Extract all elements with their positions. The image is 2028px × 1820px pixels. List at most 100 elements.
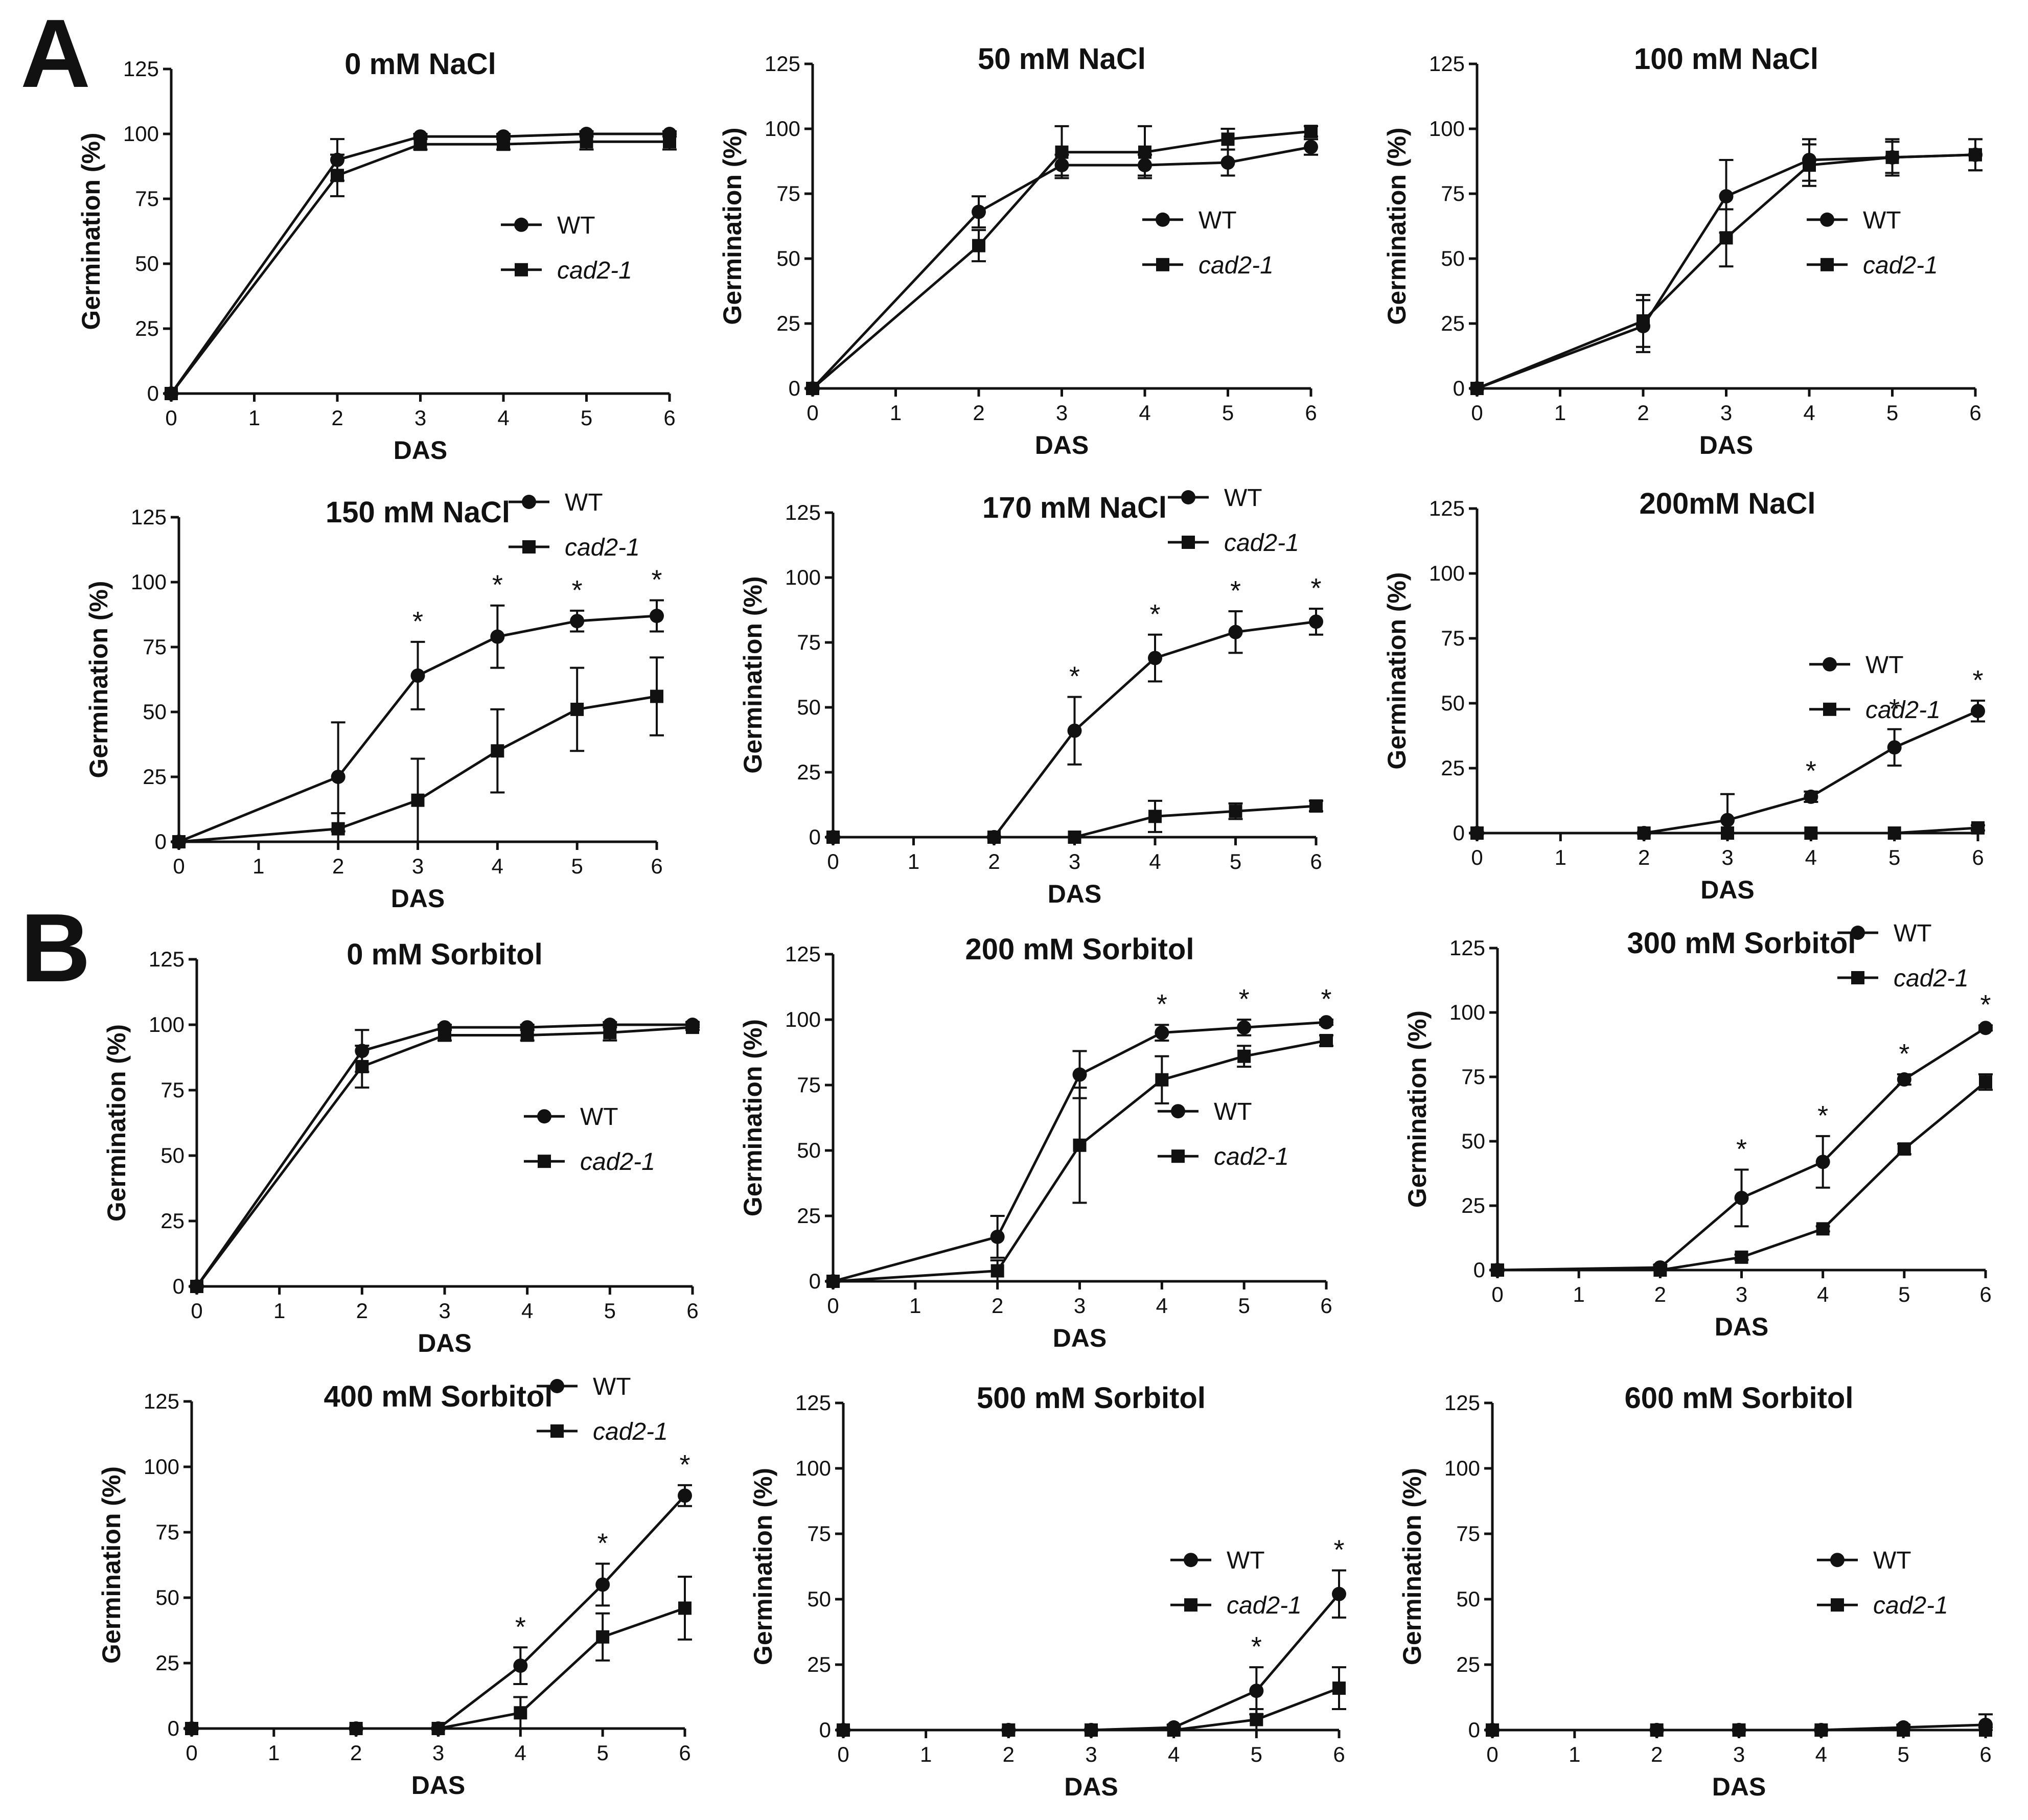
series-line bbox=[178, 614, 657, 843]
data-point-circle bbox=[1971, 704, 1985, 719]
y-tick-label: 0 bbox=[155, 830, 167, 854]
data-point-square bbox=[1814, 1723, 1828, 1737]
chart-title: 100 mM NaCl bbox=[1634, 42, 1818, 76]
y-tick-label: 125 bbox=[785, 942, 821, 966]
legend-label: WT bbox=[565, 489, 603, 516]
legend-marker-circle bbox=[1171, 1104, 1185, 1119]
panel-letter-b: B bbox=[20, 894, 90, 1002]
data-point-circle bbox=[570, 614, 585, 629]
data-point-square bbox=[1969, 148, 1982, 162]
series-wt bbox=[185, 1484, 692, 1736]
data-point-square bbox=[1637, 314, 1650, 328]
y-tick-label: 50 bbox=[160, 1143, 185, 1167]
x-tick-label: 5 bbox=[604, 1299, 616, 1323]
legend: WT cad2-1 bbox=[1142, 207, 1274, 279]
x-tick-label: 6 bbox=[663, 406, 675, 430]
legend-marker-square bbox=[1171, 1149, 1185, 1163]
data-point-circle bbox=[1228, 625, 1243, 639]
x-tick-label: 2 bbox=[331, 406, 343, 430]
data-point-circle bbox=[1067, 723, 1082, 738]
x-tick-label: 4 bbox=[1803, 401, 1815, 425]
x-axis-label: DAS bbox=[1699, 431, 1754, 459]
series-cad2-1 bbox=[172, 656, 664, 848]
x-tick-label: 0 bbox=[806, 401, 818, 425]
y-tick-label: 50 bbox=[797, 695, 821, 719]
y-axis-label: Germination (%) bbox=[102, 1024, 131, 1222]
legend-marker-circle bbox=[537, 1109, 551, 1124]
legend: WT cad2-1 bbox=[1170, 1547, 1302, 1619]
series-cad2-1 bbox=[1486, 1723, 1993, 1737]
legend-marker-circle bbox=[514, 217, 528, 232]
x-axis-label: DAS bbox=[411, 1771, 466, 1800]
data-point-square bbox=[1979, 1723, 1992, 1737]
y-tick-label: 75 bbox=[797, 630, 821, 654]
data-point-square bbox=[411, 793, 425, 807]
chart-title: 50 mM NaCl bbox=[978, 42, 1146, 76]
x-tick-label: 3 bbox=[1069, 849, 1080, 873]
data-point-circle bbox=[990, 1229, 1005, 1244]
data-point-circle bbox=[1309, 614, 1323, 629]
y-tick-label: 25 bbox=[143, 765, 167, 789]
legend: WT cad2-1 bbox=[537, 1373, 668, 1445]
legend-label: WT bbox=[580, 1103, 618, 1131]
y-tick-label: 75 bbox=[155, 1520, 179, 1544]
legend-marker-circle bbox=[1181, 490, 1195, 504]
data-point-circle bbox=[1332, 1586, 1346, 1601]
y-tick-label: 0 bbox=[789, 376, 800, 400]
x-tick-label: 5 bbox=[1238, 1294, 1250, 1318]
y-tick-label: 0 bbox=[819, 1718, 831, 1742]
legend: WT cad2-1 bbox=[501, 212, 632, 284]
y-axis-label: Germination (%) bbox=[1398, 1468, 1426, 1665]
data-point-square bbox=[580, 135, 593, 149]
data-point-square bbox=[987, 831, 1001, 844]
x-tick-label: 1 bbox=[248, 406, 260, 430]
x-tick-label: 0 bbox=[191, 1299, 202, 1323]
series-cad2-1 bbox=[190, 1021, 700, 1293]
legend-label: cad2-1 bbox=[1214, 1143, 1289, 1170]
y-axis-label: Germination (%) bbox=[77, 132, 105, 330]
x-tick-label: 0 bbox=[1486, 1742, 1498, 1766]
data-point-square bbox=[1221, 132, 1235, 146]
x-tick-label: 4 bbox=[1815, 1742, 1827, 1766]
y-tick-label: 100 bbox=[785, 565, 821, 589]
x-tick-label: 1 bbox=[1569, 1742, 1580, 1766]
data-point-circle bbox=[1720, 813, 1735, 827]
panel-letter-a: A bbox=[20, 0, 90, 108]
series-cad2-1 bbox=[1470, 138, 1983, 395]
x-tick-label: 6 bbox=[651, 854, 662, 878]
data-point-square bbox=[1735, 1250, 1748, 1264]
legend-label: WT bbox=[593, 1373, 631, 1400]
y-tick-label: 25 bbox=[807, 1652, 831, 1676]
x-tick-label: 2 bbox=[1651, 1742, 1663, 1766]
x-tick-label: 1 bbox=[268, 1741, 280, 1765]
y-tick-label: 75 bbox=[135, 187, 159, 211]
x-tick-label: 3 bbox=[1085, 1742, 1097, 1766]
data-point-circle bbox=[595, 1577, 610, 1592]
data-point-square bbox=[438, 1028, 451, 1042]
y-tick-label: 25 bbox=[160, 1209, 185, 1233]
x-tick-label: 5 bbox=[1230, 849, 1241, 873]
y-tick-label: 0 bbox=[1453, 821, 1465, 845]
chart-5: 170 mM NaCl 0 25 50 75 100 125 0 1 2 3 4 5 6 DAS Germin… bbox=[739, 485, 1323, 908]
data-point-square bbox=[190, 1280, 203, 1293]
x-tick-label: 4 bbox=[515, 1741, 526, 1765]
significance-star: * bbox=[1239, 984, 1250, 1015]
y-axis-label: Germination (%) bbox=[1382, 572, 1411, 769]
legend-label: cad2-1 bbox=[593, 1418, 668, 1445]
x-tick-label: 5 bbox=[1898, 1282, 1910, 1306]
y-tick-label: 50 bbox=[807, 1587, 831, 1611]
y-tick-label: 0 bbox=[809, 825, 821, 849]
x-tick-label: 0 bbox=[165, 406, 177, 430]
y-tick-label: 25 bbox=[1441, 756, 1465, 780]
series-line bbox=[812, 146, 1311, 389]
x-tick-label: 2 bbox=[350, 1741, 362, 1765]
data-point-square bbox=[413, 137, 427, 151]
chart-4: 150 mM NaCl 0 25 50 75 100 125 0 1 2 3 4 5 6 DAS Germin… bbox=[84, 489, 664, 913]
data-point-square bbox=[349, 1722, 363, 1735]
y-tick-label: 25 bbox=[1441, 311, 1465, 335]
chart-6: 200mM NaCl 0 25 50 75 100 125 0 1 2 3 4 5 6 DAS Germina… bbox=[1382, 487, 1985, 904]
legend-marker-square bbox=[1820, 258, 1834, 271]
series-line bbox=[178, 695, 657, 843]
y-axis-label: Germination (%) bbox=[1382, 127, 1411, 325]
